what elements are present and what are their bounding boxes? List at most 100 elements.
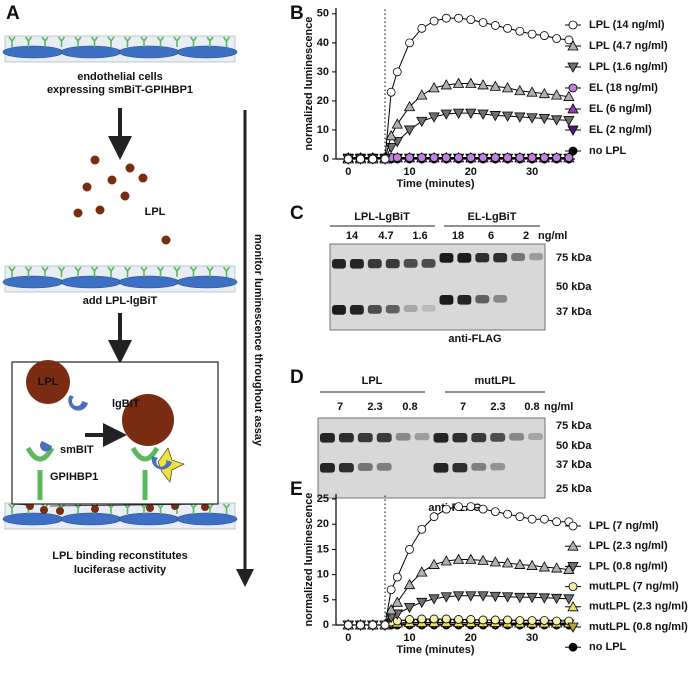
band bbox=[490, 463, 506, 471]
band bbox=[320, 433, 335, 443]
inset-label: smBIT bbox=[60, 444, 94, 456]
panel-label: E bbox=[290, 479, 303, 500]
receptor bbox=[222, 36, 231, 47]
band bbox=[357, 433, 373, 443]
marker bbox=[564, 153, 574, 162]
marker bbox=[417, 23, 427, 33]
marker bbox=[440, 79, 452, 90]
step-text: add LPL-lgBiT bbox=[83, 295, 158, 307]
lane-label: 2.3 bbox=[367, 401, 382, 413]
blot bbox=[317, 417, 546, 499]
panel-label: A bbox=[6, 3, 20, 24]
side-text: monitor luminescence throughout assay bbox=[252, 234, 264, 447]
marker bbox=[552, 517, 562, 527]
band bbox=[320, 463, 335, 473]
receptor bbox=[8, 503, 16, 514]
receptor bbox=[41, 266, 49, 277]
band bbox=[528, 433, 543, 440]
band bbox=[457, 253, 472, 263]
y-tick-label: 20 bbox=[317, 518, 329, 530]
band bbox=[332, 305, 346, 315]
legend-label: LPL (14 ng/ml) bbox=[589, 19, 665, 31]
receptor bbox=[57, 266, 66, 277]
inset-lines bbox=[11, 503, 219, 507]
panel-label: D bbox=[290, 367, 304, 388]
marker bbox=[440, 592, 452, 603]
marker bbox=[454, 502, 463, 511]
inset-label: GPIHBP1 bbox=[50, 471, 98, 483]
band bbox=[332, 259, 346, 269]
marker bbox=[386, 87, 396, 97]
marker bbox=[515, 153, 525, 162]
marker bbox=[466, 153, 476, 162]
marker bbox=[503, 153, 512, 162]
blot-group: LPL-LgBiT bbox=[354, 211, 410, 223]
receptor bbox=[107, 503, 115, 514]
gpihbp1 bbox=[130, 446, 160, 500]
marker bbox=[515, 512, 525, 522]
mw-marker: 75 kDa bbox=[556, 420, 592, 432]
lgbit bbox=[151, 456, 172, 470]
band bbox=[490, 433, 506, 442]
cell bbox=[2, 512, 64, 526]
marker bbox=[368, 620, 378, 630]
band bbox=[433, 463, 449, 473]
cell bbox=[2, 275, 64, 289]
receptor bbox=[24, 266, 33, 277]
marker bbox=[416, 116, 428, 128]
lpl-dot bbox=[125, 163, 135, 173]
receptor bbox=[222, 266, 231, 277]
lane-label: 0.8 bbox=[524, 401, 539, 413]
step-text: luciferase activity bbox=[74, 564, 167, 576]
y-tick-label: 20 bbox=[317, 95, 329, 107]
legend-label: mutLPL (7 ng/ml) bbox=[589, 581, 679, 593]
marker bbox=[452, 77, 465, 88]
marker bbox=[452, 553, 465, 564]
receptor bbox=[222, 503, 231, 514]
marker bbox=[478, 18, 488, 27]
lpl-dot bbox=[91, 505, 99, 513]
marker bbox=[527, 616, 537, 625]
marker bbox=[405, 38, 414, 48]
legend-marker bbox=[568, 146, 578, 156]
y-tick-label: 30 bbox=[317, 66, 329, 78]
lane-label: 2.3 bbox=[490, 401, 505, 413]
marker bbox=[515, 616, 525, 625]
band bbox=[452, 433, 468, 443]
legend-marker bbox=[567, 103, 579, 114]
lpl-dot bbox=[90, 155, 100, 165]
marker bbox=[441, 614, 451, 624]
marker bbox=[405, 615, 414, 624]
lpl-dot bbox=[95, 205, 105, 215]
unit: ng/ml bbox=[544, 401, 573, 413]
blot-group: mutLPL bbox=[475, 375, 516, 387]
cell bbox=[118, 275, 180, 289]
gpihbp1 bbox=[25, 446, 55, 500]
mw-marker: 37 kDa bbox=[556, 459, 592, 471]
lpl-dot bbox=[73, 208, 83, 218]
legend-marker bbox=[568, 83, 578, 93]
y-tick-label: 15 bbox=[317, 543, 329, 555]
band bbox=[403, 305, 418, 312]
marker bbox=[526, 113, 538, 124]
marker bbox=[465, 77, 477, 88]
marker bbox=[501, 557, 514, 568]
marker bbox=[478, 615, 488, 625]
receptor bbox=[206, 36, 214, 47]
band bbox=[509, 433, 525, 441]
cell bbox=[176, 45, 238, 59]
lpl-dot bbox=[82, 182, 92, 192]
lane-label: 7 bbox=[337, 401, 343, 413]
marker bbox=[452, 108, 465, 119]
band bbox=[338, 463, 354, 473]
marker bbox=[428, 112, 440, 123]
legend-label: mutLPL (2.3 ng/ml) bbox=[589, 601, 688, 613]
band bbox=[471, 433, 487, 443]
legend-marker bbox=[568, 642, 578, 652]
mw-marker: 25 kDa bbox=[556, 483, 592, 495]
marker bbox=[489, 591, 502, 603]
band bbox=[475, 295, 490, 304]
marker bbox=[440, 109, 452, 120]
legend-marker bbox=[567, 125, 579, 136]
